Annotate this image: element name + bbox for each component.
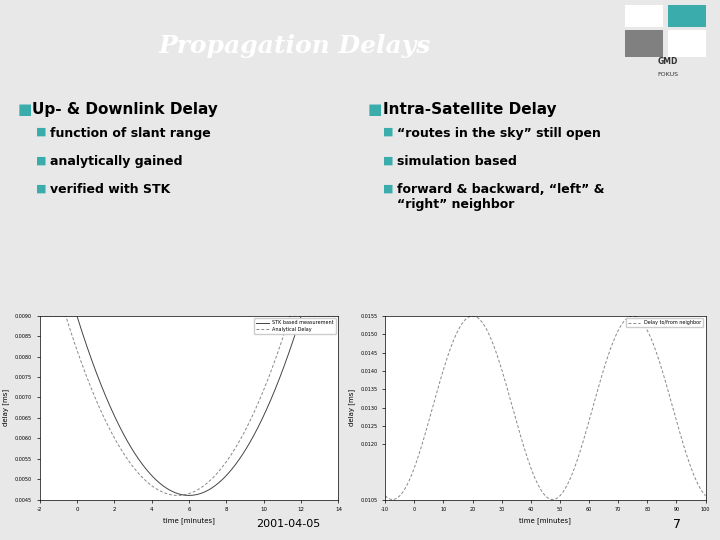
Text: ■: ■ xyxy=(36,155,47,165)
Legend: Delay to/from neighbor: Delay to/from neighbor xyxy=(626,319,703,327)
Bar xyxy=(668,1,706,28)
Text: forward & backward, “left” &
“right” neighbor: forward & backward, “left” & “right” nei… xyxy=(397,184,605,211)
Legend: STK based measurement, Analytical Delay: STK based measurement, Analytical Delay xyxy=(254,319,336,334)
Text: 2001-04-05: 2001-04-05 xyxy=(256,519,320,529)
Text: verified with STK: verified with STK xyxy=(50,184,170,197)
Text: ■: ■ xyxy=(383,155,394,165)
Text: Propagation Delays: Propagation Delays xyxy=(159,34,431,58)
Text: Up- & Downlink Delay: Up- & Downlink Delay xyxy=(32,102,218,117)
Text: ■: ■ xyxy=(36,127,47,137)
Bar xyxy=(625,1,663,28)
Y-axis label: delay [ms]: delay [ms] xyxy=(3,389,9,426)
Text: ■: ■ xyxy=(18,102,32,117)
Text: ■: ■ xyxy=(383,184,394,193)
Bar xyxy=(625,30,663,57)
Text: analytically gained: analytically gained xyxy=(50,155,182,168)
Y-axis label: delay [ms]: delay [ms] xyxy=(348,389,355,426)
X-axis label: time [minutes]: time [minutes] xyxy=(163,518,215,524)
Text: simulation based: simulation based xyxy=(397,155,517,168)
Text: function of slant range: function of slant range xyxy=(50,127,211,140)
Bar xyxy=(668,30,706,57)
Text: ■: ■ xyxy=(36,184,47,193)
X-axis label: time [minutes]: time [minutes] xyxy=(519,518,572,524)
Text: “routes in the sky” still open: “routes in the sky” still open xyxy=(397,127,601,140)
Text: ■: ■ xyxy=(383,127,394,137)
Text: FOKUS: FOKUS xyxy=(657,72,678,77)
Text: ■: ■ xyxy=(368,102,382,117)
Text: GMD: GMD xyxy=(657,57,678,66)
Text: 7: 7 xyxy=(672,518,681,531)
Text: Intra-Satellite Delay: Intra-Satellite Delay xyxy=(383,102,557,117)
